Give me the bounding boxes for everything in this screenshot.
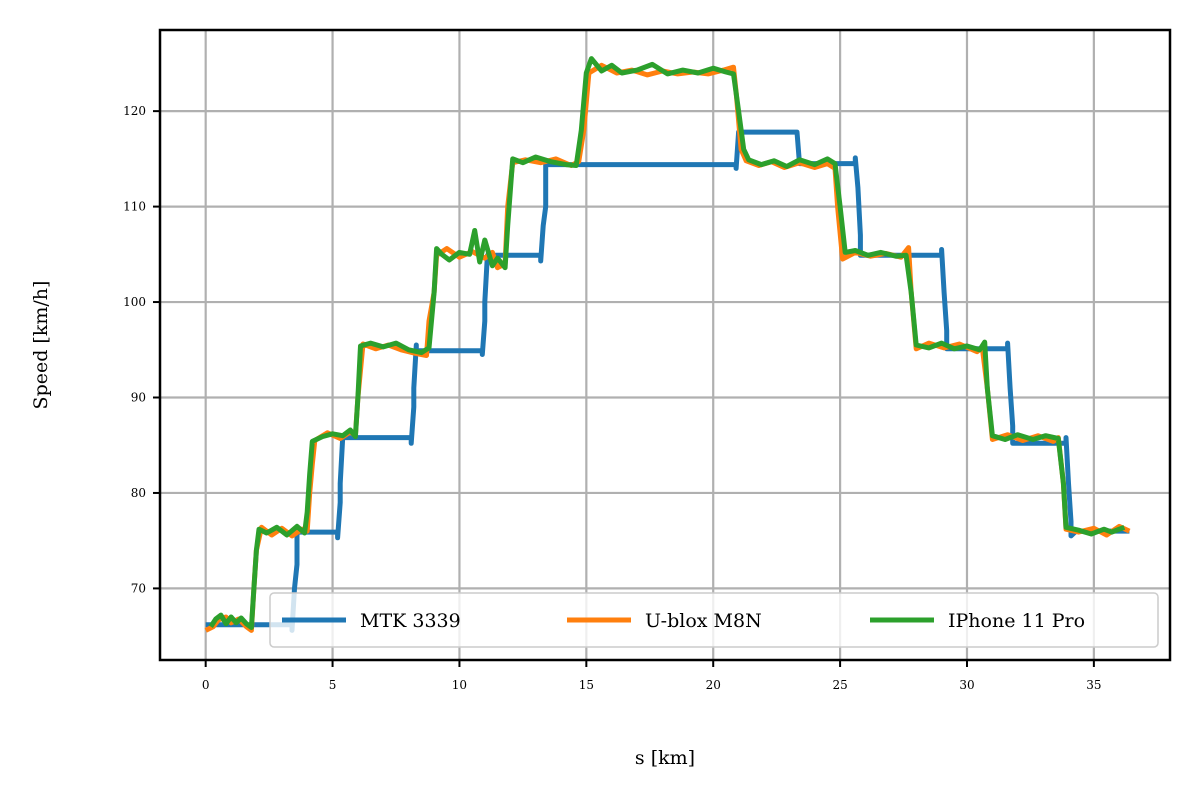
- y-tick-label: 90: [131, 391, 146, 405]
- series-line-3: [208, 56, 1126, 630]
- y-tick-label: 80: [131, 486, 146, 500]
- series-line-1: [205, 129, 1130, 633]
- ticks: 0 5 10 15 20 25 30 35 70 80 90 100 110 120: [123, 104, 1101, 692]
- legend-label-1: MTK 3339: [360, 610, 461, 632]
- x-tick-label: 15: [579, 678, 594, 692]
- x-tick-label: 10: [452, 678, 467, 692]
- x-tick-label: 25: [832, 678, 847, 692]
- x-axis-label: s [km]: [635, 747, 695, 769]
- y-tick-label: 110: [123, 200, 146, 214]
- x-tick-label: 20: [706, 678, 721, 692]
- x-tick-label: 30: [959, 678, 974, 692]
- series-layer: [204, 56, 1131, 633]
- legend-box: [269, 592, 1159, 648]
- legend-label-2: U-blox M8N: [645, 610, 762, 632]
- grid: [160, 30, 1170, 660]
- y-tick-label: 70: [131, 581, 146, 595]
- x-tick-label: 0: [202, 678, 210, 692]
- y-tick-label: 100: [123, 295, 146, 309]
- axes-frame: [158, 28, 1172, 662]
- y-tick-label: 120: [123, 104, 146, 118]
- x-tick-label: 5: [329, 678, 337, 692]
- legend: MTK 3339 U-blox M8N IPhone 11 Pro: [269, 592, 1159, 648]
- y-axis-label: Speed [km/h]: [30, 281, 52, 410]
- legend-label-3: IPhone 11 Pro: [948, 610, 1085, 632]
- x-tick-label: 35: [1086, 678, 1101, 692]
